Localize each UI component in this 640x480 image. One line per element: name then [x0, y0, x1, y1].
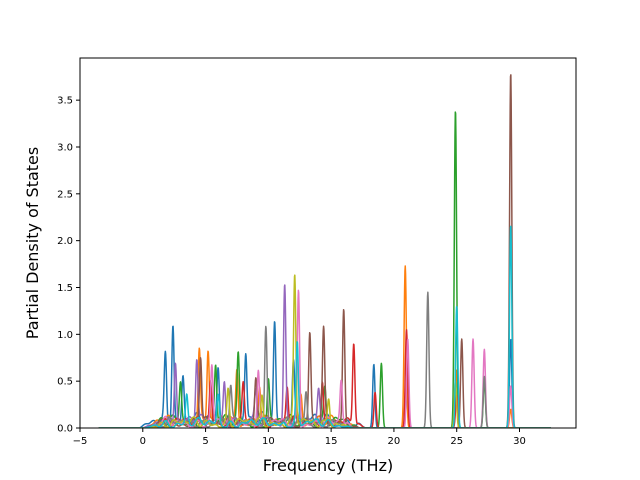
plot-frame [79, 57, 577, 429]
series-layer [98, 74, 552, 428]
x-tick-label: 30 [513, 436, 526, 447]
y-tick-label: 3.5 [57, 96, 73, 107]
pdos-series-line [98, 291, 552, 428]
y-tick-label: 0.0 [57, 424, 73, 435]
y-tick-label: 2.5 [57, 189, 73, 200]
x-axis: −5 0 5 10 15 20 25 30 [73, 428, 526, 447]
x-tick-label: 15 [325, 436, 338, 447]
x-axis-label: Frequency (THz) [263, 456, 393, 475]
y-tick-label: 1.5 [57, 283, 73, 294]
pdos-series-line [98, 274, 552, 428]
y-tick-label: 0.5 [57, 377, 73, 388]
pdos-series-line [98, 225, 552, 428]
pdos-series-line [98, 74, 552, 428]
y-axis: 0.0 0.5 1.0 1.5 2.0 2.5 3.0 3.5 [57, 96, 80, 435]
x-tick-label: −5 [73, 436, 88, 447]
y-axis-label: Partial Density of States [23, 147, 42, 339]
x-tick-label: 20 [388, 436, 401, 447]
y-tick-label: 1.0 [57, 330, 73, 341]
y-tick-label: 2.0 [57, 236, 73, 247]
y-tick-label: 3.0 [57, 142, 73, 153]
x-tick-label: 25 [450, 436, 463, 447]
x-tick-label: 5 [202, 436, 208, 447]
x-tick-label: 10 [262, 436, 275, 447]
x-tick-label: 0 [140, 436, 146, 447]
